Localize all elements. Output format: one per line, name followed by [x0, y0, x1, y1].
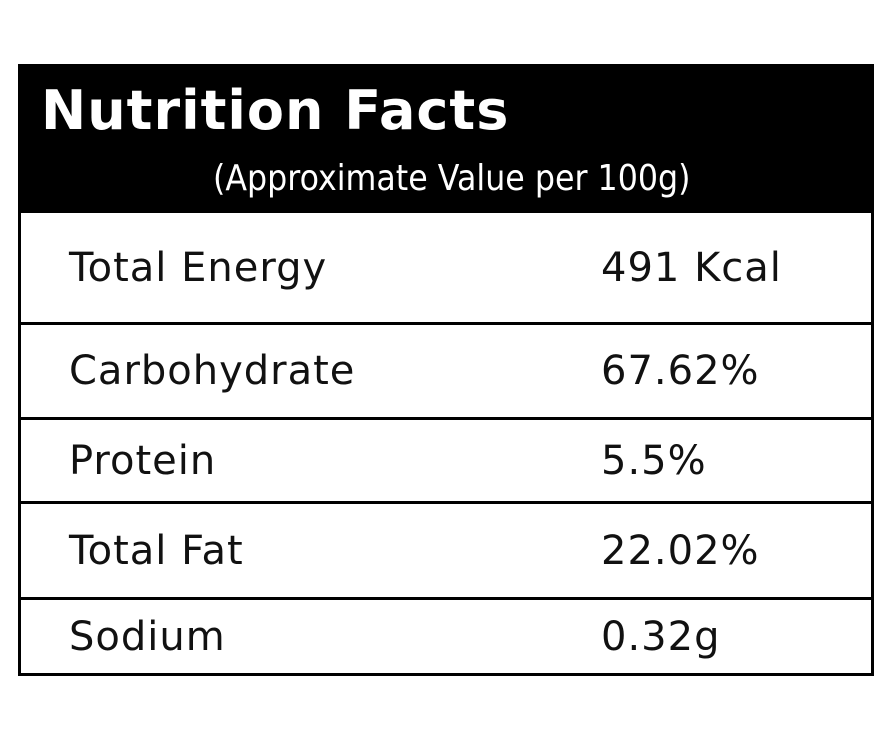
- nutrient-label: Total Fat: [69, 527, 244, 574]
- nutrition-header: Nutrition Facts (Approximate Value per 1…: [21, 67, 871, 213]
- nutrient-row-carbohydrate: Carbohydrate 67.62%: [21, 325, 871, 420]
- nutrient-row-total-fat: Total Fat 22.02%: [21, 504, 871, 600]
- nutrient-value: 67.62%: [601, 348, 760, 394]
- nutrient-value: 22.02%: [601, 527, 760, 574]
- nutrient-label: Sodium: [69, 613, 226, 660]
- nutrient-row-total-energy: Total Energy 491 Kcal: [21, 213, 871, 325]
- nutrient-value: 5.5%: [601, 437, 707, 484]
- nutrition-subtitle: (Approximate Value per 100g): [213, 158, 691, 199]
- nutrition-title: Nutrition Facts: [41, 79, 510, 142]
- nutrient-value: 491 Kcal: [601, 244, 782, 291]
- nutrient-row-protein: Protein 5.5%: [21, 420, 871, 504]
- nutrient-label: Carbohydrate: [69, 348, 356, 394]
- nutrient-row-sodium: Sodium 0.32g: [21, 600, 871, 673]
- nutrition-facts-panel: Nutrition Facts (Approximate Value per 1…: [18, 64, 874, 676]
- nutrient-label: Total Energy: [69, 244, 328, 291]
- nutrient-value: 0.32g: [601, 613, 721, 660]
- nutrient-label: Protein: [69, 437, 217, 484]
